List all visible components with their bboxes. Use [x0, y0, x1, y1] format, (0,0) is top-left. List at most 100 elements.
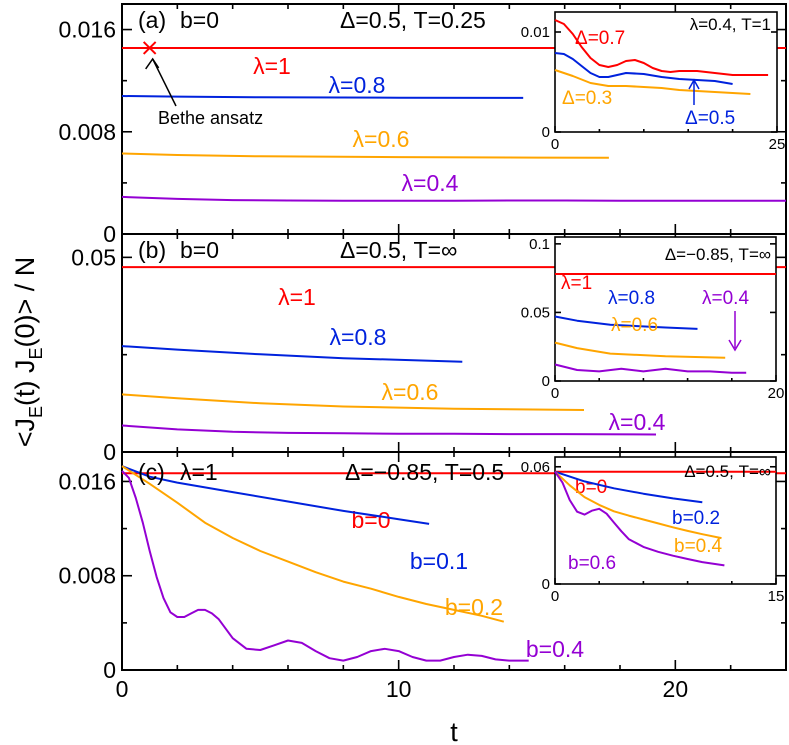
series-line-b-2 [121, 393, 585, 411]
x-axis-title: t [450, 717, 458, 745]
inset-a-arrowhead [688, 78, 700, 90]
series-line-c-3 [121, 470, 529, 662]
inset-series-line-a-0 [554, 19, 769, 76]
series-label: λ=0.4 [402, 170, 459, 196]
inset-series-label: λ=0.4 [702, 288, 749, 309]
inset-series-label: b=0 [575, 477, 607, 498]
inset-c: 0 0.06 0 15 b=0 b=0.2 b=0.4 b=0.6 Δ=0.5, T=∞ [521, 456, 785, 605]
panel-tag: (b) [138, 237, 166, 263]
y-tick-label: 0.05 [71, 244, 116, 270]
panel-title: Δ=0.5, T=∞ [340, 237, 457, 263]
inset-series-label: Δ=0.7 [575, 28, 625, 49]
inset-series-label: Δ=0.5 [685, 108, 735, 129]
inset-series-label: b=0.4 [674, 536, 723, 557]
panel-title: Δ=−0.85, T=0.5 [345, 459, 504, 485]
series-line-c-2 [121, 465, 505, 623]
panel-b: 0 0.05 λ=1 λ=0.8 λ=0.6 λ=0.4 (b) b=0 Δ=0.5, T=∞ 0… [71, 233, 787, 465]
inset-y-tick-label: 0.06 [521, 459, 550, 476]
inset-series-line-b-1 [554, 315, 698, 330]
series-line-a-2 [121, 152, 609, 159]
axis-labels-group: 0 10 20t<JE(t) JE(0)> / N [10, 257, 688, 745]
inset-x-tick-label: 0 [551, 136, 559, 153]
inset-series-line-a-2 [554, 69, 751, 95]
y-axis-title-part: (t) J [10, 360, 40, 407]
inset-b-arrowhead [728, 339, 742, 352]
y-axis-title-part: (0)> / N [10, 257, 40, 348]
inset-series-label: λ=1 [561, 273, 592, 294]
inset-series-line-c-1 [554, 470, 703, 504]
inset-title: Δ=0.5, T=∞ [684, 462, 771, 481]
bethe-arrow [151, 58, 177, 107]
y-tick-label: 0.008 [58, 563, 116, 589]
y-tick-label: 0.008 [58, 119, 116, 145]
panel-tag: (a) [138, 7, 166, 33]
bethe-arrowhead [145, 57, 160, 70]
inset-series-line-a-1 [554, 52, 733, 85]
bethe-marker [142, 41, 157, 55]
series-label: λ=0.8 [329, 72, 386, 98]
x-tick-label: 20 [663, 676, 689, 702]
inset-x-tick-label: 20 [768, 385, 785, 402]
inset-series-line-c-3 [554, 471, 725, 567]
inset-series-label: λ=0.8 [608, 288, 655, 309]
panel-param: b=0 [180, 7, 219, 33]
inset-x-tick-label: 0 [551, 385, 559, 402]
panel-tag: (c) [138, 459, 165, 485]
y-tick-label: 0.016 [58, 468, 116, 494]
inset-y-tick-label: 0 [542, 124, 550, 141]
inset-series-line-b-3 [554, 363, 747, 374]
series-label: λ=1 [253, 53, 291, 79]
series-line-c-1 [121, 465, 430, 525]
series-line-a-1 [121, 95, 524, 99]
inset-series-label: λ=0.6 [611, 315, 658, 336]
inset-x-tick-label: 25 [769, 136, 786, 153]
x-tick-label: 10 [386, 676, 412, 702]
series-label: b=0.1 [410, 548, 468, 574]
panel-a: 0 0.008 0.016 λ=1 λ=0.8 λ=0.6 λ=0.4 (a) b=0 Δ=0.5… [58, 3, 787, 247]
y-tick-label: 0 [103, 221, 116, 247]
y-axis-title: <JE(t) JE(0)> / N [10, 257, 46, 448]
y-tick-label: 0 [103, 439, 116, 465]
bethe-marker-stroke [142, 41, 157, 55]
y-axis-title-part: E [26, 406, 46, 418]
bethe-annotation-label: Bethe ansatz [158, 108, 263, 128]
series-label: b=0.2 [445, 594, 503, 620]
inset-y-tick-label: 0.1 [529, 236, 550, 253]
series-label: b=0.4 [526, 636, 584, 662]
inset-series-label: b=0.6 [568, 553, 616, 574]
series-line-a-3 [121, 195, 787, 202]
panel-param: λ=1 [180, 459, 218, 485]
inset-series-line-c-2 [554, 470, 722, 540]
y-axis-title-part: <J [10, 418, 40, 447]
inset-y-tick-label: 0.05 [521, 304, 550, 321]
series-line-b-3 [121, 424, 657, 436]
inset-c-frame [554, 456, 777, 585]
inset-x-tick-label: 0 [551, 588, 559, 605]
inset-y-tick-label: 0.01 [521, 24, 550, 41]
panel-title: Δ=0.5, T=0.25 [340, 7, 486, 33]
series-label: b=0 [351, 507, 390, 533]
inset-b: 0 0.05 0.1 0 20 λ=1 λ=0.8 λ=0.6 λ=0.4 Δ=−0.85, T=… [521, 236, 785, 402]
y-tick-label: 0.016 [58, 17, 116, 43]
series-label: λ=0.6 [353, 126, 410, 152]
inset-y-tick-label: 0 [542, 576, 550, 593]
panels-group: 0 0.008 0.016 λ=1 λ=0.8 λ=0.6 λ=0.4 (a) b=0 Δ=0.5… [58, 3, 787, 683]
inset-a: 0 0.01 0 25 Δ=0.7 Δ=0.5 Δ=0.3 λ=0.4, T=1 [521, 11, 786, 153]
inset-series-line-b-2 [554, 341, 726, 359]
inset-series-label: Δ=0.3 [562, 88, 612, 109]
series-line-b-1 [121, 345, 463, 363]
inset-title: λ=0.4, T=1 [690, 15, 771, 34]
series-label: λ=1 [278, 284, 316, 310]
series-label: λ=0.8 [330, 324, 387, 350]
series-label: λ=0.4 [609, 409, 666, 435]
inset-title: Δ=−0.85, T=∞ [665, 245, 771, 264]
inset-y-tick-label: 0 [542, 373, 550, 390]
panel-c: 0 0.008 0.016 b=0 b=0.1 b=0.2 b=0.4 (c) λ=1 Δ=−0.… [58, 451, 787, 683]
inset-x-tick-label: 15 [768, 588, 785, 605]
x-tick-label: 0 [116, 676, 129, 702]
series-label: λ=0.6 [382, 379, 439, 405]
y-tick-label: 0 [103, 657, 116, 683]
y-axis-title-part: E [26, 347, 46, 359]
panel-param: b=0 [180, 237, 219, 263]
